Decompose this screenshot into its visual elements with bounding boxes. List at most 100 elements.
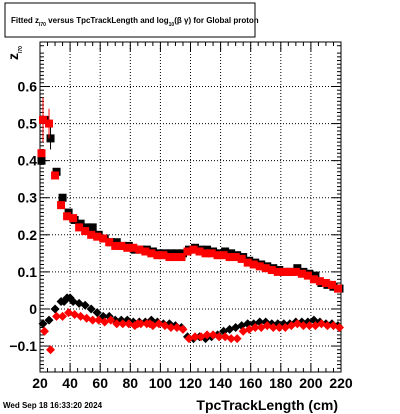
square-point xyxy=(51,171,60,180)
square-point xyxy=(237,254,246,263)
square-point xyxy=(147,249,156,258)
y-tick-label: 0.2 xyxy=(18,227,38,243)
square-point xyxy=(189,245,198,254)
diamond-point xyxy=(88,315,98,325)
square-point xyxy=(309,275,318,284)
x-tick-label: 180 xyxy=(269,375,293,391)
square-point xyxy=(69,214,78,223)
diamond-point xyxy=(334,323,344,333)
square-point xyxy=(219,251,228,260)
diamond-point xyxy=(92,308,102,318)
diamond-point xyxy=(133,319,143,329)
diamond-point xyxy=(44,315,54,325)
square-point xyxy=(285,267,294,276)
square-point xyxy=(279,267,288,276)
y-tick-labels: −0.1 0 0.1 0.2 0.3 0.4 0.5 0.6 xyxy=(9,78,37,354)
diamond-point xyxy=(106,315,116,325)
diamond-point xyxy=(202,330,212,340)
x-tick-label: 40 xyxy=(62,375,78,391)
x-tick-label: 100 xyxy=(149,375,173,391)
diamond-point xyxy=(40,326,50,336)
square-point xyxy=(141,247,150,256)
diamond-point xyxy=(38,319,48,329)
square-point xyxy=(333,284,342,293)
square-point xyxy=(231,253,240,262)
square-point xyxy=(273,267,282,276)
square-point xyxy=(129,243,138,252)
square-point xyxy=(123,243,132,252)
diamond-point xyxy=(145,319,155,329)
square-point xyxy=(88,223,97,232)
square-point xyxy=(111,241,120,250)
x-axis-label: TpcTrackLength (cm) xyxy=(196,397,338,413)
square-point xyxy=(57,201,66,210)
square-point xyxy=(63,212,72,221)
square-point xyxy=(177,253,186,262)
square-point xyxy=(58,193,67,202)
square-point xyxy=(327,280,336,289)
x-tick-labels: 20 40 60 80 100 120 140 160 180 200 220 xyxy=(32,375,353,391)
y-tick-label: 0.1 xyxy=(18,264,38,280)
diamond-point xyxy=(65,293,75,303)
y-tick-label: 0 xyxy=(29,301,37,317)
y-tick-label: 0.3 xyxy=(18,190,38,206)
x-tick-label: 20 xyxy=(32,375,48,391)
diamond-point xyxy=(86,304,96,314)
square-point xyxy=(105,238,114,247)
square-point xyxy=(297,269,306,278)
y-tick-label: 0.4 xyxy=(18,153,38,169)
diamond-point xyxy=(58,311,68,321)
y-tick-label: 0.5 xyxy=(18,116,38,132)
square-point xyxy=(159,251,168,260)
square-point xyxy=(243,258,252,267)
diamond-point xyxy=(268,323,278,333)
diamond-point xyxy=(226,334,236,344)
title-box xyxy=(4,2,256,38)
square-point xyxy=(303,271,312,280)
square-point xyxy=(153,251,162,260)
diamond-point xyxy=(112,319,122,329)
timestamp: Wed Sep 18 16:33:20 2024 xyxy=(3,401,103,410)
x-tick-label: 160 xyxy=(239,375,263,391)
square-point xyxy=(249,260,258,269)
diamond-point xyxy=(304,321,314,331)
square-point xyxy=(321,279,330,288)
square-point xyxy=(225,253,234,262)
grid xyxy=(40,42,341,372)
square-point xyxy=(93,232,102,241)
diamond-point xyxy=(250,323,260,333)
diamond-point xyxy=(59,297,69,307)
square-point xyxy=(261,264,270,273)
x-tick-label: 140 xyxy=(209,375,233,391)
square-point xyxy=(183,247,192,256)
diamond-point xyxy=(118,319,128,329)
diamond-point xyxy=(190,332,200,342)
diamond-point xyxy=(322,321,332,331)
square-point xyxy=(207,249,216,258)
square-point xyxy=(315,277,324,286)
x-tick-label: 60 xyxy=(92,375,108,391)
square-point xyxy=(201,249,210,258)
x-tick-label: 200 xyxy=(299,375,323,391)
square-point xyxy=(267,266,276,275)
diamond-point xyxy=(166,323,176,333)
square-point xyxy=(37,156,46,165)
axis-ticks xyxy=(39,42,342,372)
diamond-point xyxy=(46,345,56,355)
x-tick-label: 120 xyxy=(179,375,203,391)
square-point xyxy=(291,267,300,276)
square-point xyxy=(75,223,84,232)
diamond-point xyxy=(232,334,242,344)
square-point xyxy=(165,253,174,262)
y-axis-label: zI70 xyxy=(5,46,24,60)
diamond-point xyxy=(52,311,62,321)
x-tick-label: 80 xyxy=(123,375,139,391)
chart-title: Fitted zI70 versus TpcTrackLength and lo… xyxy=(11,16,259,28)
square-point xyxy=(37,149,46,158)
square-point xyxy=(135,245,144,254)
diamond-point xyxy=(274,323,284,333)
square-point xyxy=(171,253,180,262)
y-tick-label: −0.1 xyxy=(9,338,37,354)
diamond-point xyxy=(50,304,60,314)
